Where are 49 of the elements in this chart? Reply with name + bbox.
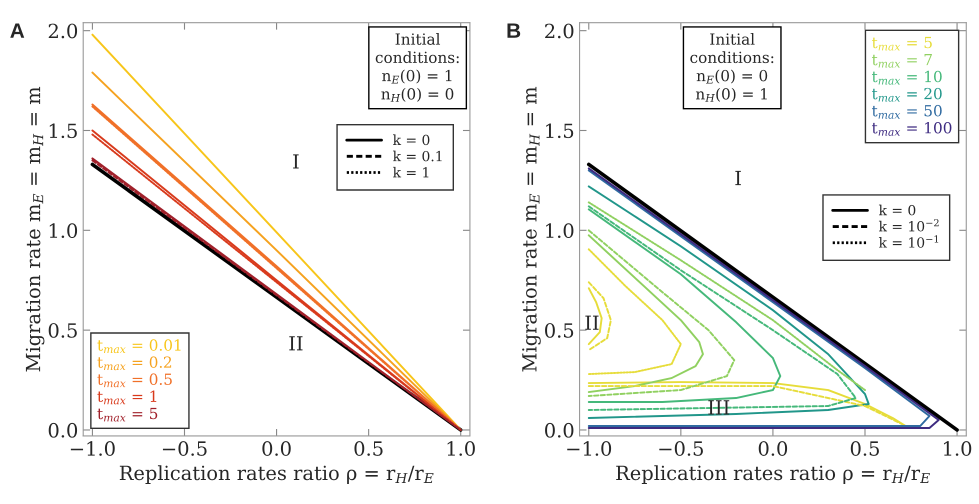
annotation: Initial conditions: n$_{E}$(0) = 0 n$_{H}$(0) = 1: [690, 33, 774, 102]
text: t$_{max}$ = 20: [872, 88, 942, 102]
y-axis-title: Migration rate m$_{E}$ = m$_{H}$ = m: [522, 86, 541, 372]
y-tick-label: 1.5: [50, 123, 77, 138]
y-tick-label: 1.0: [50, 223, 78, 238]
x-tick-label: 0.5: [354, 441, 383, 456]
text: t$_{max}$ = 5: [872, 36, 932, 51]
annotation: II: [585, 316, 599, 330]
x-tick-label: −1.0: [567, 441, 612, 456]
text: t$_{max}$ = 0.5: [97, 373, 172, 388]
chart-title: A: [10, 23, 24, 38]
text: t$_{max}$ = 0.01: [97, 339, 181, 354]
annotation: Initial conditions: n$_{E}$(0) = 1 n$_{H}$(0) = 0: [376, 33, 459, 102]
y-tick-label: 0.5: [48, 323, 77, 338]
annotation: I: [293, 154, 299, 169]
x-axis-title: Replication rates ratio ρ = r$_{H}$/r$_{E}$: [616, 465, 930, 484]
annotation: k = 0: [878, 204, 916, 216]
y-tick-label: 2.0: [545, 24, 574, 38]
annotation: II: [289, 336, 303, 350]
text: t$_{max}$ = 5: [97, 408, 158, 422]
y-tick-label: 1.0: [546, 223, 574, 238]
y-tick-label: 0.0: [545, 422, 574, 438]
x-tick-label: 1.0: [448, 441, 475, 456]
annotation: k = 10$^{−1}$: [878, 235, 938, 248]
text: t$_{max}$ = 0.2: [97, 356, 172, 370]
x-tick-label: 0.0: [262, 441, 291, 456]
annotation: k = 10$^{−2}$: [878, 219, 939, 232]
text: t$_{max}$ = 10: [872, 70, 942, 85]
x-tick-label: 0.5: [850, 441, 879, 456]
x-tick-label: −0.5: [162, 441, 207, 456]
chart-title: B: [507, 23, 520, 38]
y-tick-label: 0.5: [545, 323, 574, 338]
text: t$_{max}$ = 100: [872, 122, 952, 136]
annotation: k = 0: [393, 134, 430, 146]
text: t$_{max}$ = 1: [97, 390, 156, 404]
x-tick-label: 1.0: [944, 441, 972, 456]
y-axis-title: Migration rate m$_{E}$ = m$_{H}$ = m: [26, 86, 44, 372]
annotation: k = 1: [393, 166, 428, 178]
annotation: I: [735, 170, 741, 186]
x-axis-title: Replication rates ratio ρ = r$_{H}$/r$_{E}$: [120, 465, 434, 484]
text: t$_{max}$ = 7: [872, 54, 932, 68]
x-tick-label: 0.0: [758, 441, 788, 456]
y-tick-label: 2.0: [48, 24, 78, 38]
x-tick-label: −0.5: [659, 441, 703, 456]
y-tick-label: 0.0: [48, 422, 78, 438]
text: t$_{max}$ = 50: [872, 104, 942, 119]
y-tick-label: 1.5: [546, 123, 574, 138]
x-tick-label: −1.0: [70, 441, 115, 456]
annotation: k = 0.1: [393, 150, 442, 162]
